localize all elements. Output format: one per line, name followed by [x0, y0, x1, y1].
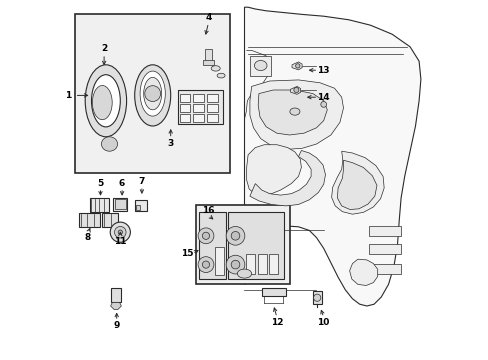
Bar — [193, 104, 204, 112]
Ellipse shape — [143, 77, 162, 110]
Text: 12: 12 — [270, 318, 283, 327]
Bar — [178, 90, 223, 124]
Bar — [206, 114, 218, 122]
Bar — [79, 213, 101, 227]
Bar — [312, 291, 321, 304]
Bar — [134, 200, 147, 211]
Bar — [249, 56, 271, 76]
Bar — [368, 226, 400, 236]
Circle shape — [110, 222, 130, 242]
Ellipse shape — [237, 269, 251, 278]
Text: 1: 1 — [65, 91, 71, 100]
Text: 15: 15 — [180, 249, 193, 258]
Text: 7: 7 — [139, 177, 145, 186]
Polygon shape — [110, 302, 121, 310]
Bar — [114, 199, 126, 209]
Bar — [179, 104, 190, 112]
Polygon shape — [331, 151, 384, 214]
Bar — [368, 264, 400, 274]
Circle shape — [295, 64, 299, 68]
Ellipse shape — [140, 71, 165, 116]
Text: 2: 2 — [101, 44, 107, 53]
Bar — [110, 288, 121, 302]
Bar — [203, 60, 213, 65]
Ellipse shape — [211, 66, 220, 71]
Polygon shape — [291, 62, 302, 70]
Bar — [89, 198, 109, 212]
Polygon shape — [337, 160, 376, 210]
Polygon shape — [246, 145, 301, 195]
Polygon shape — [258, 90, 326, 135]
Bar — [204, 49, 212, 61]
Ellipse shape — [92, 85, 112, 120]
Ellipse shape — [254, 60, 266, 71]
Bar — [75, 14, 230, 173]
Bar — [206, 104, 218, 112]
Circle shape — [313, 294, 320, 301]
Text: 10: 10 — [317, 318, 329, 327]
Ellipse shape — [101, 137, 117, 151]
Bar — [257, 254, 266, 274]
Text: 8: 8 — [84, 233, 91, 242]
Circle shape — [320, 102, 326, 107]
Text: 9: 9 — [113, 321, 120, 330]
Ellipse shape — [134, 65, 170, 126]
Bar — [215, 247, 224, 275]
Bar — [179, 94, 190, 102]
Ellipse shape — [289, 108, 299, 115]
Text: 6: 6 — [119, 179, 125, 188]
Circle shape — [202, 232, 209, 239]
Polygon shape — [290, 86, 300, 94]
Bar — [206, 94, 218, 102]
Circle shape — [225, 255, 244, 274]
Text: 13: 13 — [317, 66, 329, 75]
Text: 16: 16 — [202, 206, 214, 215]
Bar — [193, 114, 204, 122]
Polygon shape — [244, 7, 420, 306]
Bar — [269, 254, 278, 274]
Bar — [261, 288, 285, 296]
Bar — [196, 205, 289, 284]
Circle shape — [231, 231, 239, 240]
Bar — [193, 94, 204, 102]
Polygon shape — [249, 150, 325, 206]
Circle shape — [198, 228, 213, 244]
Circle shape — [114, 226, 126, 238]
Text: 4: 4 — [205, 13, 211, 22]
Ellipse shape — [217, 73, 224, 78]
Bar — [179, 114, 190, 122]
Text: 14: 14 — [317, 93, 329, 102]
Bar — [113, 198, 127, 211]
Bar — [246, 254, 255, 274]
Ellipse shape — [85, 65, 126, 137]
Bar — [199, 212, 226, 279]
Circle shape — [118, 230, 122, 234]
Text: 3: 3 — [167, 139, 173, 148]
Bar — [368, 244, 400, 254]
Text: 11: 11 — [114, 237, 126, 246]
Circle shape — [293, 87, 298, 93]
Circle shape — [225, 226, 244, 245]
Circle shape — [231, 260, 239, 269]
Polygon shape — [249, 80, 343, 149]
Circle shape — [202, 261, 209, 268]
Ellipse shape — [91, 75, 120, 127]
Bar — [136, 205, 140, 210]
Bar — [102, 213, 118, 227]
Bar — [228, 212, 284, 279]
Circle shape — [198, 257, 213, 273]
Polygon shape — [349, 259, 377, 285]
Text: 5: 5 — [97, 179, 103, 188]
Circle shape — [144, 86, 160, 102]
